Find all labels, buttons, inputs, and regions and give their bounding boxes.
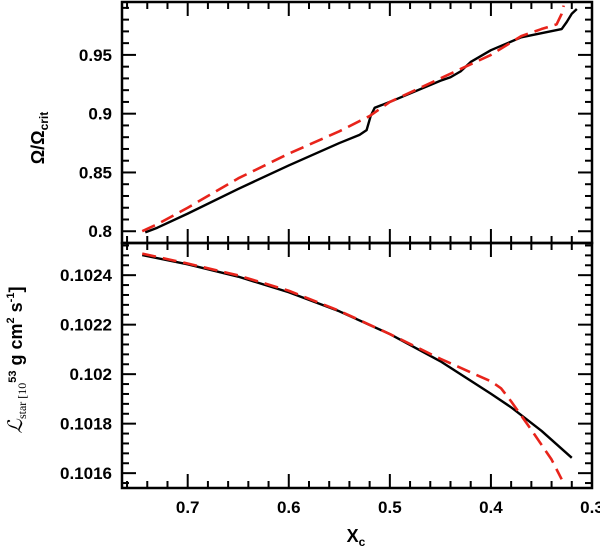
top-panel: 0.8 0.85 0.9 0.95	[79, 0, 594, 245]
bottom-y-tick-label: 0.102	[69, 365, 112, 384]
bottom-y-axis-label-symbol: ℒ	[5, 418, 27, 433]
bottom-y-axis-label-sup2: 2	[5, 317, 17, 323]
top-y-tick-label: 0.85	[79, 163, 112, 182]
bottom-y-axis-label: ℒstar [1053 g cm2 s-1]	[5, 287, 29, 434]
bottom-y-axis-label-star: star [10	[15, 383, 29, 419]
bottom-plot-frame	[120, 241, 594, 490]
x-tick-label: 0.7	[176, 498, 200, 517]
top-series-red-dashed-line	[141, 5, 565, 233]
bottom-y-tick-label: 0.1024	[60, 266, 113, 285]
bottom-y-axis-label-end: s	[6, 302, 26, 317]
svg-text:ℒstar [1053 g cm2 s-1]: ℒstar [1053 g cm2 s-1]	[5, 287, 29, 434]
top-y-axis-label-main: Ω/Ω	[28, 130, 48, 164]
top-series-black-solid-line	[144, 8, 578, 234]
bottom-y-axis-label-close: ]	[6, 287, 26, 293]
bottom-y-tick-label: 0.1022	[60, 316, 112, 335]
x-tick-label: 0.5	[378, 498, 402, 517]
x-tick-label: 0.3	[580, 498, 600, 517]
bottom-y-axis-label-sup1: 53	[7, 370, 19, 382]
top-y-tick-label: 0.8	[88, 222, 112, 241]
bottom-series-black-solid-line	[141, 253, 573, 459]
x-axis-label-main: X	[347, 526, 359, 546]
bottom-panel: 0.1016 0.1018 0.102 0.1022 0.1024 0.7 0.6 0.5 0.…	[60, 241, 600, 517]
bottom-y-tick-label: 0.1016	[60, 464, 112, 483]
top-y-axis-label-sub: crit	[37, 112, 51, 131]
x-axis-label: Xc	[347, 526, 366, 548]
top-y-axis-label: Ω/Ωcrit	[28, 112, 51, 165]
svg-text:Ω/Ωcrit: Ω/Ωcrit	[28, 112, 51, 165]
bottom-y-axis-label-sup3: -1	[5, 293, 17, 303]
bottom-y-tick-label: 0.1018	[60, 415, 112, 434]
top-y-tick-label: 0.95	[79, 46, 112, 65]
x-axis-label-sub: c	[359, 535, 366, 548]
top-y-tick-label: 0.9	[88, 105, 112, 124]
bottom-series-red-dashed-line	[141, 252, 563, 480]
x-tick-label: 0.6	[277, 498, 301, 517]
x-tick-label: 0.4	[479, 498, 503, 517]
bottom-y-axis-label-mid: g cm	[6, 323, 26, 370]
